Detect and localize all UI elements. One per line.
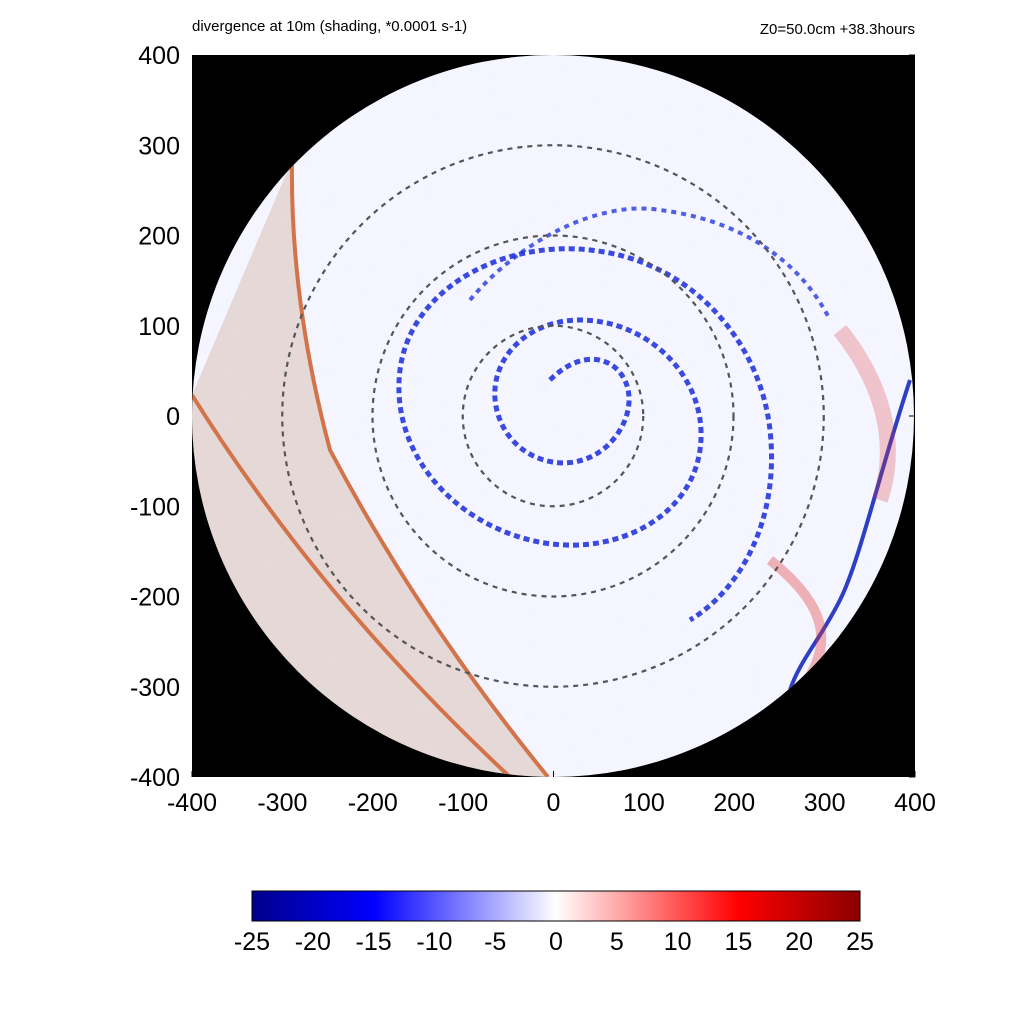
divergence-noise-field — [192, 55, 914, 777]
x-tick-label: 400 — [894, 789, 936, 817]
rainband-convergence — [396, 246, 774, 623]
x-tick-label: 200 — [713, 789, 755, 817]
y-tick-label: -100 — [130, 493, 180, 521]
y-tick-label: 400 — [138, 42, 180, 70]
colorbar-tick-label: 10 — [664, 928, 692, 956]
x-tick-label: -300 — [257, 789, 307, 817]
colorbar-tick-label: -25 — [234, 928, 270, 956]
radius-ring-300km — [281, 144, 825, 688]
y-axis: 400 300 200 100 0 -100 -200 -300 -400 — [130, 42, 915, 792]
y-tick-label: 0 — [166, 403, 180, 431]
colorbar-tick-label: -20 — [295, 928, 331, 956]
colorbar-tick-label: 25 — [846, 928, 874, 956]
divergence-band — [833, 325, 896, 503]
colorbar: -25 -20 -15 -10 -5 0 5 10 15 20 25 — [234, 890, 874, 956]
coastline — [289, 159, 550, 777]
x-tick-label: -200 — [348, 789, 398, 817]
colorbar-ticks: -25 -20 -15 -10 -5 0 5 10 15 20 25 — [234, 928, 874, 956]
radius-ring-100km — [461, 324, 645, 508]
x-tick-label: 100 — [623, 789, 665, 817]
chart-title: divergence at 10m (shading, *0.0001 s-1) — [192, 18, 468, 35]
colorbar-tick-label: -5 — [484, 928, 506, 956]
colorbar-tick-label: -10 — [416, 928, 452, 956]
y-tick-label: -200 — [130, 584, 180, 612]
y-tick-label: -400 — [130, 764, 180, 792]
x-tick-label: -400 — [167, 789, 217, 817]
coastline — [192, 393, 512, 777]
colorbar-tick-label: 20 — [785, 928, 813, 956]
x-tick-label: -100 — [438, 789, 488, 817]
plot-area — [192, 55, 915, 777]
colorbar-tick-label: -15 — [356, 928, 392, 956]
outer-rainband — [788, 379, 912, 691]
rainband-convergence — [468, 206, 832, 321]
radius-ring-200km — [371, 234, 735, 598]
x-tick-label: 0 — [547, 789, 561, 817]
colorbar-tick-label: 15 — [724, 928, 752, 956]
x-axis: -400 -300 -200 -100 0 100 200 300 400 — [167, 771, 936, 817]
y-tick-label: 300 — [138, 132, 180, 160]
land-region — [192, 160, 548, 777]
x-tick-label: 300 — [804, 789, 846, 817]
colorbar-tick-label: 0 — [549, 928, 563, 956]
y-tick-label: 100 — [138, 313, 180, 341]
run-annotation: Z0=50.0cm +38.3hours — [759, 21, 915, 38]
colorbar-tick-label: 5 — [610, 928, 624, 956]
colorbar-gradient — [251, 890, 861, 922]
y-tick-label: -300 — [130, 674, 180, 702]
y-tick-label: 200 — [138, 223, 180, 251]
